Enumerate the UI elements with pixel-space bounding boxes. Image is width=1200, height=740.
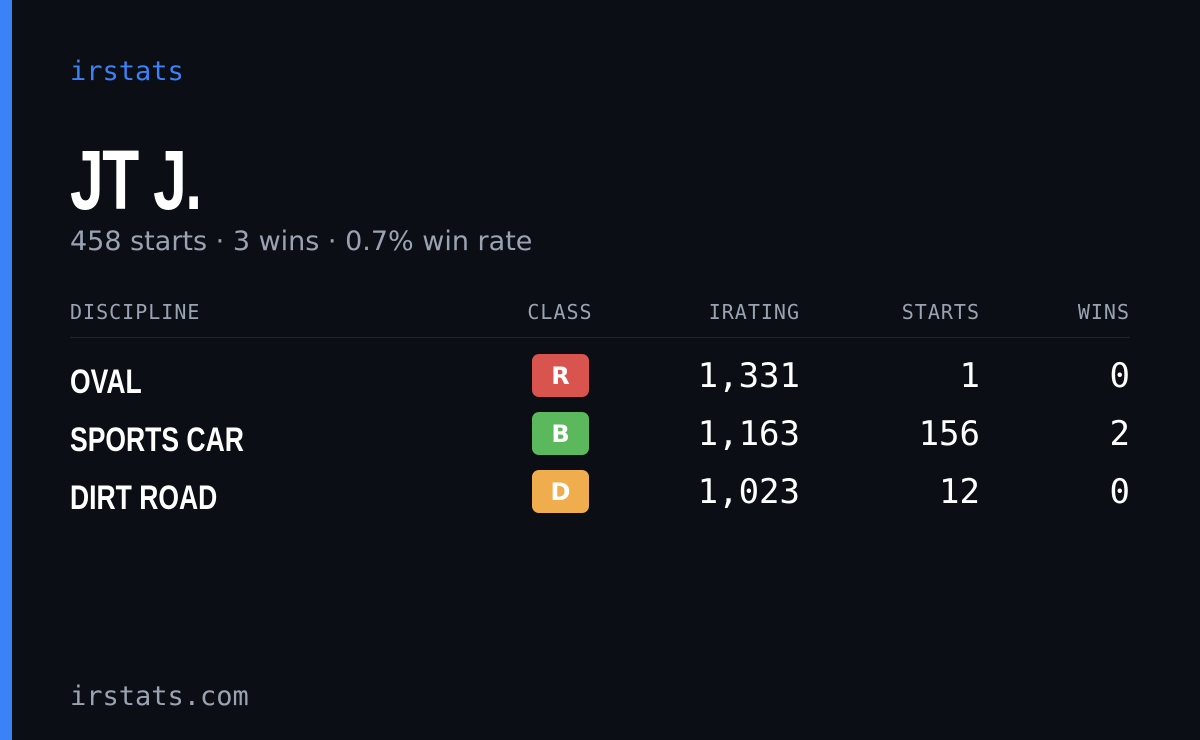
column-header: CLASS — [527, 300, 593, 324]
accent-bar — [0, 0, 12, 740]
starts: 156 — [918, 414, 980, 454]
discipline: SPORTS CAR — [70, 421, 244, 459]
starts: 1 — [959, 356, 980, 396]
wins: 0 — [1109, 472, 1130, 512]
summary: 458 starts · 3 wins · 0.7% win rate — [70, 226, 533, 257]
class-badge: B — [532, 412, 589, 455]
discipline: OVAL — [70, 363, 142, 401]
column-header: IRATING — [708, 300, 800, 324]
column-header: DISCIPLINE — [70, 300, 201, 324]
footer-url: irstats.com — [70, 681, 249, 712]
brand: irstats — [70, 56, 184, 87]
class-badge: R — [532, 354, 589, 397]
irating: 1,163 — [697, 414, 800, 454]
irating: 1,023 — [697, 472, 800, 512]
header-rule — [70, 337, 1130, 338]
wins: 2 — [1109, 414, 1130, 454]
wins: 0 — [1109, 356, 1130, 396]
starts: 12 — [939, 472, 980, 512]
class-badge: D — [532, 470, 589, 513]
irating: 1,331 — [697, 356, 800, 396]
column-header: STARTS — [901, 300, 980, 324]
driver-name: JT J. — [70, 133, 202, 227]
column-header: WINS — [1077, 300, 1130, 324]
discipline: DIRT ROAD — [70, 479, 218, 517]
